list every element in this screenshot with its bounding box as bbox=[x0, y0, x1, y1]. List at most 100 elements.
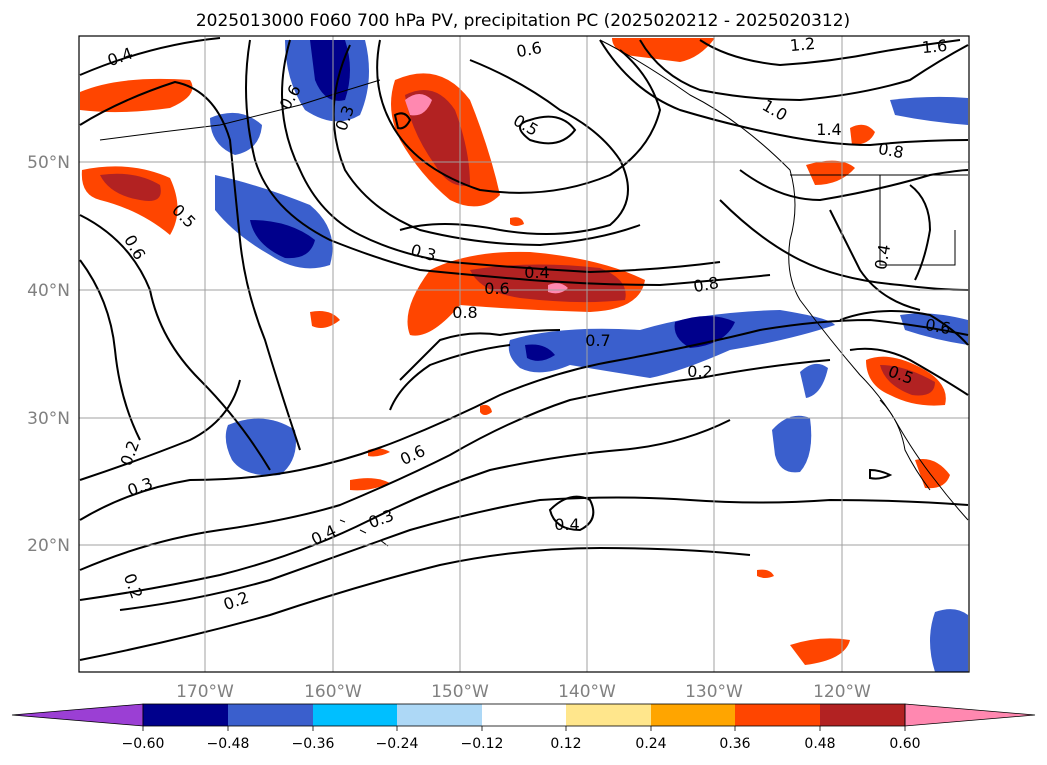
contour-line bbox=[739, 169, 969, 202]
contour-line bbox=[869, 468, 893, 480]
contour-line bbox=[79, 379, 241, 481]
contour-line bbox=[332, 44, 641, 247]
pv-contours bbox=[79, 37, 969, 661]
contour-label: 0.6 bbox=[484, 279, 509, 298]
contour-line bbox=[829, 209, 921, 311]
contour-line bbox=[79, 214, 271, 471]
contour-label: 1.6 bbox=[921, 36, 948, 57]
colorbar: −0.60 −0.48 −0.36 −0.24 −0.12 0.12 0.24 … bbox=[11, 703, 1036, 752]
lat-label: 40°N bbox=[27, 281, 70, 301]
blob-orange bbox=[806, 160, 855, 185]
blob-red bbox=[100, 173, 161, 201]
colorbar-label: −0.36 bbox=[292, 736, 335, 752]
blob-orange bbox=[612, 38, 715, 62]
blob-navy bbox=[674, 316, 735, 348]
contour-line bbox=[79, 419, 731, 601]
blob-blue bbox=[772, 415, 812, 473]
colorbar-extend-right bbox=[904, 703, 1036, 727]
contour-label: 0.2 bbox=[687, 362, 712, 381]
border-states bbox=[879, 175, 956, 266]
blob-orange bbox=[480, 404, 492, 415]
colorbar-segment bbox=[566, 704, 651, 726]
contour-line bbox=[699, 39, 961, 67]
map-panel: 0.4 0.6 1.2 1.6 0.6 1.0 1.4 0.8 0.5 0.3 … bbox=[78, 34, 970, 673]
blob-blue bbox=[930, 609, 968, 672]
colorbar-label: 0.60 bbox=[889, 736, 920, 752]
colorbar-ticks bbox=[142, 726, 906, 731]
contour-line bbox=[839, 310, 969, 346]
colorbar-label: −0.24 bbox=[376, 736, 419, 752]
lat-label: 30°N bbox=[27, 409, 70, 429]
contour-label: 1.2 bbox=[789, 34, 816, 55]
lon-label: 160°W bbox=[304, 682, 362, 702]
contour-line bbox=[399, 329, 561, 381]
colorbar-segment bbox=[735, 704, 820, 726]
gridlines bbox=[79, 36, 969, 672]
lon-label: 150°W bbox=[431, 682, 489, 702]
contour-line bbox=[79, 546, 751, 661]
contour-line bbox=[79, 359, 831, 571]
colorbar-label: −0.12 bbox=[461, 736, 504, 752]
colorbar-label: 0.48 bbox=[804, 736, 835, 752]
contour-line bbox=[519, 115, 577, 145]
contour-line bbox=[548, 495, 595, 532]
contour-line bbox=[849, 347, 969, 396]
contour-line bbox=[393, 112, 412, 130]
blob-navy bbox=[310, 40, 350, 101]
contour-line bbox=[599, 39, 969, 147]
coastline-alaska-islands bbox=[99, 79, 381, 141]
blob-blue bbox=[800, 363, 828, 398]
contour-line bbox=[79, 80, 301, 451]
contour-label: 0.4 bbox=[871, 243, 894, 271]
colorbar-segment bbox=[313, 704, 397, 726]
colorbar-segment bbox=[482, 704, 566, 726]
contour-label: 0.8 bbox=[452, 303, 477, 322]
contour-line bbox=[79, 318, 969, 521]
contour-line bbox=[639, 39, 969, 102]
lon-label: 170°W bbox=[176, 682, 234, 702]
lon-label: 140°W bbox=[558, 682, 616, 702]
contour-line bbox=[719, 199, 969, 291]
contour-line bbox=[79, 37, 221, 76]
lat-label: 50°N bbox=[27, 153, 70, 173]
colorbar-segment bbox=[143, 704, 228, 726]
contour-label: 0.4 bbox=[554, 515, 579, 534]
blob-orange bbox=[757, 569, 774, 578]
contour-label: 0.8 bbox=[877, 139, 905, 162]
contour-line bbox=[281, 39, 721, 274]
lat-axis-labels: 50°N 40°N 30°N 20°N bbox=[27, 153, 70, 556]
lon-label: 120°W bbox=[813, 682, 871, 702]
contour-label: 0.8 bbox=[692, 273, 720, 296]
colorbar-label: 0.12 bbox=[550, 736, 581, 752]
blob-orange bbox=[850, 124, 875, 145]
contour-label: 0.7 bbox=[585, 331, 610, 350]
colorbar-segment bbox=[397, 704, 482, 726]
colorbar-segment bbox=[228, 704, 313, 726]
blob-pink bbox=[405, 94, 432, 116]
blob-orange bbox=[790, 638, 850, 665]
blob-navy bbox=[525, 344, 555, 361]
figure-title: 2025013000 F060 700 hPa PV, precipitatio… bbox=[196, 11, 850, 31]
colorbar-label: −0.60 bbox=[122, 736, 165, 752]
blob-navy bbox=[250, 220, 315, 259]
contour-line bbox=[389, 344, 511, 411]
contour-label: 0.6 bbox=[515, 38, 543, 61]
coastlines bbox=[99, 39, 969, 547]
blob-orange bbox=[510, 217, 524, 226]
blob-red bbox=[880, 365, 935, 396]
lon-label: 130°W bbox=[685, 682, 743, 702]
coastline-baja bbox=[879, 399, 931, 491]
lon-axis-labels: 170°W 160°W 150°W 140°W 130°W 120°W bbox=[176, 682, 871, 702]
blob-orange bbox=[350, 478, 390, 491]
map-frame bbox=[78, 35, 970, 673]
contour-label: 0.6 bbox=[924, 315, 952, 338]
contour-label: 0.4 bbox=[524, 263, 549, 282]
blob-blue bbox=[508, 310, 835, 378]
blob-blue bbox=[225, 418, 296, 476]
colorbar-extend-left bbox=[11, 703, 144, 727]
contour-line bbox=[376, 39, 662, 194]
contour-line bbox=[119, 496, 969, 611]
lat-label: 20°N bbox=[27, 536, 70, 556]
colorbar-label: 0.24 bbox=[635, 736, 666, 752]
contour-label: 1.4 bbox=[816, 120, 841, 139]
